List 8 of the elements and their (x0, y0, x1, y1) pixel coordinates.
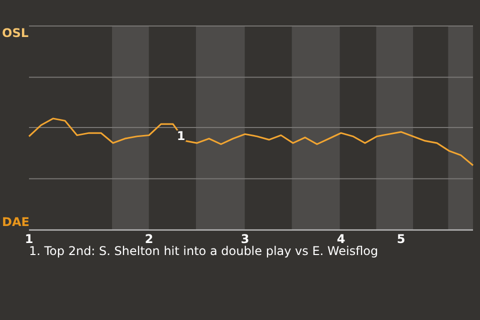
text: OSL (2, 26, 29, 40)
x-tick-label: 4 (336, 232, 346, 246)
text: 1. Top 2nd: S. Shelton hit into a double play vs E. Weisflog (29, 244, 378, 258)
x-tick-label: 5 (396, 232, 406, 246)
x-tick-label: 3 (240, 232, 250, 246)
x-tick-label: 1 (24, 232, 34, 246)
annotation: DAE (2, 215, 30, 229)
x-tick-label: 2 (144, 232, 154, 246)
